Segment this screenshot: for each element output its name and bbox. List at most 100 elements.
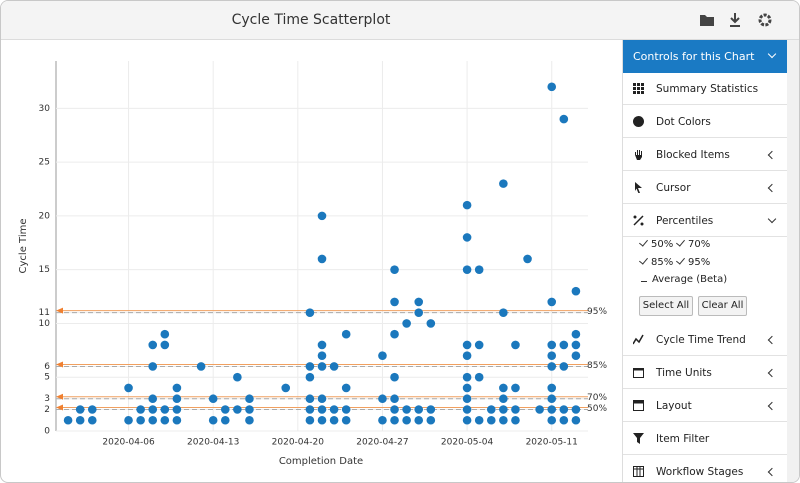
percentile-option[interactable]: 50% [639, 237, 673, 250]
dot [208, 394, 218, 404]
percentile-option[interactable]: 85% [639, 255, 674, 268]
sidebar-item-label: Layout [656, 400, 692, 412]
dot [317, 394, 327, 404]
option-label: 85% [651, 257, 674, 268]
y-tick-label: 30 [39, 104, 51, 114]
sidebar-header[interactable]: Controls for this Chart [623, 40, 787, 73]
dot [220, 415, 230, 425]
download-icon[interactable] [730, 13, 740, 27]
y-tick-label: 10 [39, 319, 51, 329]
x-tick-label: 2020-04-06 [102, 438, 155, 448]
icon [633, 116, 644, 127]
sidebar-item[interactable]: Time Units [623, 357, 787, 389]
dot [390, 405, 399, 414]
percentile-option[interactable]: 70% [676, 237, 711, 250]
dot [462, 415, 472, 425]
sidebar-item-label: Workflow Stages [656, 466, 744, 478]
dot [547, 82, 557, 92]
dot [160, 340, 170, 350]
dot [75, 405, 85, 414]
dot [160, 329, 170, 339]
sidebar-item[interactable]: Cursor [623, 172, 787, 204]
sidebar-item-label: Summary Statistics [656, 83, 759, 95]
percentile-arrow [56, 393, 63, 400]
dot [341, 329, 351, 339]
dot [390, 265, 399, 274]
dot [329, 415, 339, 425]
dot [462, 405, 472, 414]
percentile-label: 50% [587, 404, 607, 414]
sidebar-item[interactable]: Cycle Time Trend [623, 324, 787, 356]
sidebar-item[interactable]: Dot Colors [623, 106, 787, 138]
dot [547, 297, 557, 307]
dot [414, 415, 424, 425]
dot [402, 405, 411, 414]
dot [136, 415, 145, 425]
button[interactable]: Clear All [698, 296, 747, 316]
dot [317, 351, 327, 361]
x-tick-label: 2020-05-11 [526, 438, 578, 448]
dot [136, 405, 145, 414]
y-tick-label: 15 [39, 265, 50, 275]
dot [390, 415, 399, 425]
checkbox [676, 255, 685, 265]
sidebar-item[interactable]: Workflow Stages [623, 456, 787, 482]
dot [462, 200, 472, 210]
dot [499, 415, 508, 425]
option-label: 70% [688, 239, 711, 250]
y-axis-label: Cycle Time [18, 219, 29, 274]
dot [402, 415, 411, 425]
checkbox [639, 255, 648, 265]
x-tick-label: 2020-04-20 [272, 438, 325, 448]
dot [196, 362, 206, 371]
dot [390, 297, 399, 307]
dot [148, 405, 158, 414]
dot [317, 254, 327, 264]
folder-icon[interactable] [700, 15, 714, 26]
sidebar-item[interactable]: Blocked Items [623, 139, 787, 171]
dot [414, 405, 424, 414]
dot [571, 340, 581, 350]
x-tick-label: 2020-04-13 [187, 438, 239, 448]
sidebar-item[interactable]: Percentiles [623, 205, 787, 237]
chevron [767, 183, 777, 193]
percentile-option[interactable]: 95% [676, 255, 710, 268]
y-tick-label: 11 [39, 308, 50, 318]
dot [486, 415, 496, 425]
sidebar-item-label: Item Filter [656, 433, 710, 445]
dot [245, 394, 254, 404]
sidebar-header-text: Controls for this Chart [633, 50, 755, 63]
dot [378, 351, 387, 361]
dot [462, 394, 472, 404]
dot [172, 394, 182, 404]
dot [474, 415, 484, 425]
header: Cycle Time Scatterplot [1, 1, 799, 40]
sidebar-item[interactable]: Layout [623, 390, 787, 422]
scrollbar[interactable] [787, 40, 799, 482]
dot [547, 383, 557, 393]
dot [317, 211, 327, 221]
dot [341, 383, 351, 393]
dot [317, 415, 327, 425]
dot [160, 415, 170, 425]
settings-icon[interactable] [758, 13, 772, 27]
icon [633, 368, 644, 378]
dot [511, 340, 520, 350]
dot [160, 405, 170, 414]
dot [547, 415, 557, 425]
sidebar-item[interactable]: Item Filter [623, 423, 787, 455]
percentile-label: 85% [587, 361, 607, 371]
sidebar-item[interactable]: Summary Statistics [623, 73, 787, 105]
dot [87, 405, 97, 414]
dot [124, 383, 133, 393]
y-tick-label: 6 [44, 362, 50, 372]
dot [535, 405, 544, 414]
y-tick-label: 20 [39, 211, 51, 221]
dot [75, 415, 85, 425]
percentile-option[interactable]: Average (Beta) [641, 274, 727, 285]
icon [633, 433, 644, 444]
dot [462, 233, 472, 242]
dot [402, 319, 411, 328]
button[interactable]: Select All [639, 296, 693, 316]
